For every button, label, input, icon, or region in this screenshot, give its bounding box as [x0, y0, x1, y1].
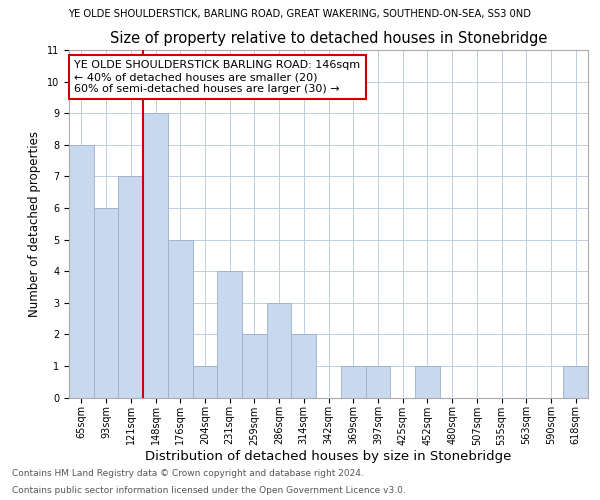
Bar — [365, 366, 390, 398]
Bar — [168, 240, 193, 398]
Bar — [341, 366, 365, 398]
Bar — [217, 271, 242, 398]
Title: Size of property relative to detached houses in Stonebridge: Size of property relative to detached ho… — [110, 31, 547, 46]
Text: YE OLDE SHOULDERSTICK BARLING ROAD: 146sqm
← 40% of detached houses are smaller : YE OLDE SHOULDERSTICK BARLING ROAD: 146s… — [74, 60, 361, 94]
Bar — [143, 113, 168, 398]
Bar — [94, 208, 118, 398]
Bar — [193, 366, 217, 398]
Text: Contains HM Land Registry data © Crown copyright and database right 2024.: Contains HM Land Registry data © Crown c… — [12, 468, 364, 477]
Bar — [242, 334, 267, 398]
X-axis label: Distribution of detached houses by size in Stonebridge: Distribution of detached houses by size … — [145, 450, 512, 463]
Bar — [292, 334, 316, 398]
Bar — [267, 302, 292, 398]
Bar — [118, 176, 143, 398]
Text: Contains public sector information licensed under the Open Government Licence v3: Contains public sector information licen… — [12, 486, 406, 495]
Y-axis label: Number of detached properties: Number of detached properties — [28, 130, 41, 317]
Bar — [69, 145, 94, 398]
Bar — [563, 366, 588, 398]
Bar — [415, 366, 440, 398]
Text: YE OLDE SHOULDERSTICK, BARLING ROAD, GREAT WAKERING, SOUTHEND-ON-SEA, SS3 0ND: YE OLDE SHOULDERSTICK, BARLING ROAD, GRE… — [68, 9, 532, 19]
